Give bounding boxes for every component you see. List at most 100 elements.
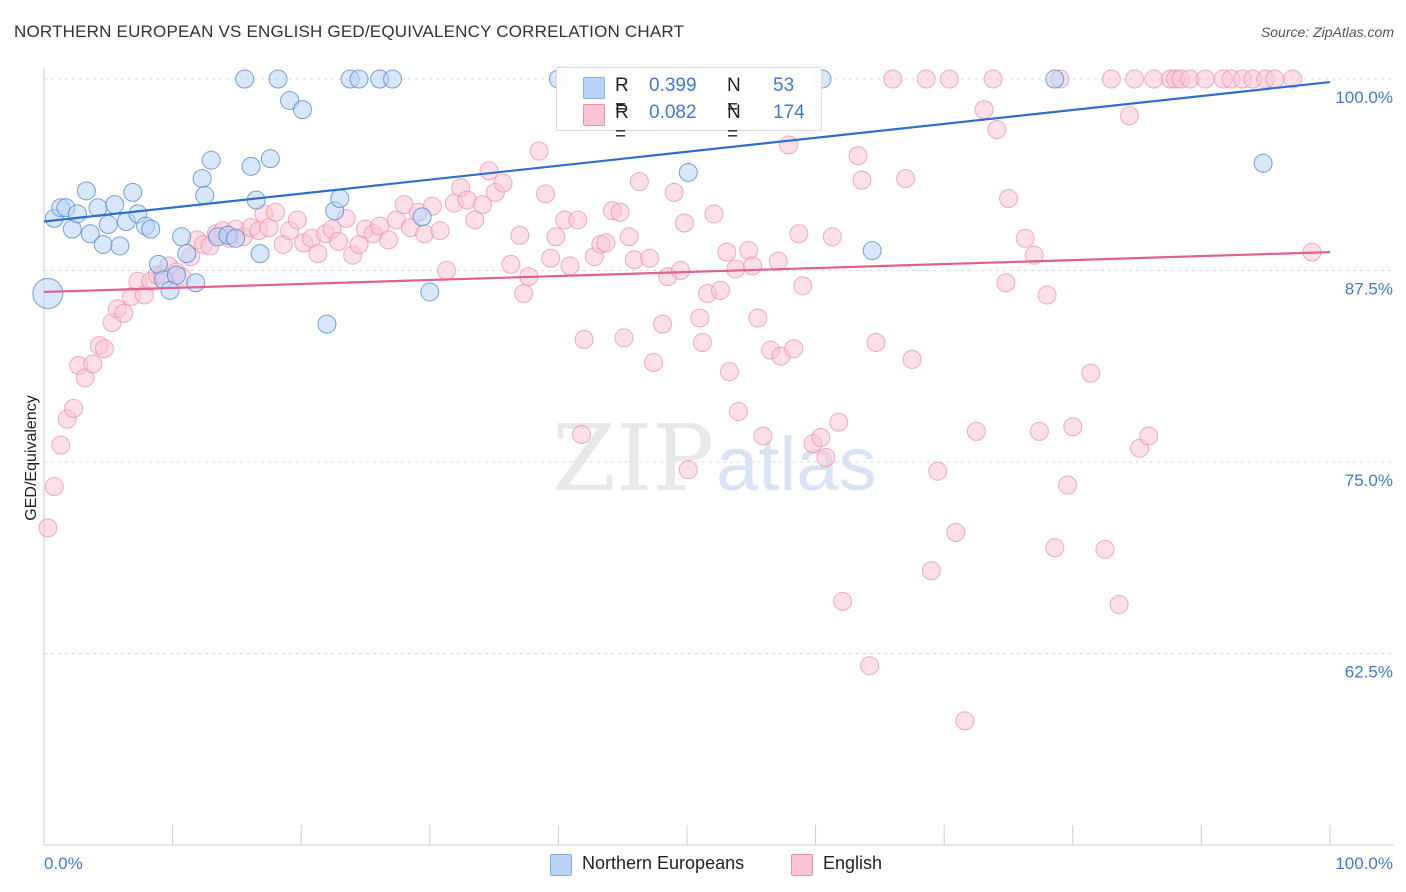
legend-n-label: N = (727, 102, 741, 145)
english-point (1125, 69, 1145, 89)
english-point (728, 401, 748, 421)
english-point (811, 427, 831, 447)
english-point (51, 435, 71, 455)
english-point (996, 273, 1016, 293)
northern-europeans-point (383, 69, 403, 89)
english-point (529, 141, 549, 161)
english-point (896, 169, 916, 189)
english-point (44, 477, 64, 497)
english-point (265, 202, 285, 222)
english-point (999, 188, 1018, 208)
english-point (64, 398, 84, 418)
english-point (653, 314, 673, 334)
english-point (572, 424, 592, 444)
english-point (493, 173, 513, 193)
legend-n-label: N = (727, 75, 741, 118)
english-point (852, 170, 872, 190)
legend-swatch-blue (550, 854, 572, 876)
english-point (415, 224, 435, 244)
english-point (678, 460, 698, 480)
english-point (94, 339, 114, 359)
english-point (674, 213, 694, 233)
english-point (640, 248, 660, 268)
axis-labels: 62.5% 75.0% 87.5% 100.0% 0.0% 100.0% GED/Equiv… (23, 88, 1393, 873)
y-tick-label: 87.5% (1345, 280, 1393, 299)
english-point (83, 354, 103, 374)
y-tick-label: 62.5% (1345, 663, 1393, 682)
english-point (955, 711, 975, 731)
northern-europeans-trend-line (43, 80, 1331, 223)
english-point (560, 256, 580, 276)
english-point (902, 349, 922, 369)
english-point (848, 146, 868, 166)
english-point (473, 195, 493, 215)
northern-europeans-point (260, 149, 280, 169)
english-point (1109, 594, 1129, 614)
english-point (1144, 69, 1164, 89)
english-point (114, 303, 134, 323)
english-point (541, 248, 561, 268)
english-point (822, 227, 842, 247)
y-tick-label: 75.0% (1345, 471, 1393, 490)
northern-europeans-point (420, 282, 440, 302)
northern-europeans-point (93, 234, 113, 254)
english-point (726, 259, 746, 279)
legend-swatch-pink (583, 104, 605, 126)
english-point (1063, 417, 1083, 437)
legend-n-value: 174 (773, 102, 805, 123)
legend-r-value: 0.082 (649, 102, 697, 123)
northern-europeans-point (678, 162, 698, 182)
northern-europeans-point (241, 156, 261, 176)
series-legend: Northern Europeans English (0, 852, 1406, 878)
english-point (370, 216, 390, 236)
english-point (328, 231, 348, 251)
legend-swatch-blue (583, 77, 605, 99)
english-point (437, 261, 457, 280)
northern-europeans-point (186, 273, 206, 293)
northern-europeans-point (195, 185, 215, 205)
english-point (743, 256, 763, 276)
northern-europeans-point (349, 69, 369, 89)
english-point (928, 461, 948, 481)
english-point (465, 210, 485, 230)
northern-europeans-point (862, 241, 882, 261)
northern-europeans-points (32, 69, 1273, 334)
english-point (983, 69, 1003, 89)
english-point (38, 518, 58, 538)
english-point (1015, 228, 1035, 248)
english-point (510, 225, 530, 245)
english-point (610, 202, 630, 222)
english-point (710, 280, 730, 300)
northern-europeans-point (1045, 69, 1065, 89)
english-point (629, 172, 649, 192)
northern-europeans-point (1253, 153, 1273, 173)
x-tick-label: 0.0% (44, 854, 83, 873)
legend-r-label: R = (615, 75, 629, 118)
english-point (704, 204, 724, 224)
legend-r-label: R = (615, 102, 629, 145)
english-point (1119, 106, 1139, 126)
english-point (717, 242, 737, 262)
northern-europeans-point (141, 219, 161, 239)
legend-r-value: 0.399 (649, 75, 697, 96)
northern-europeans-point (268, 69, 288, 89)
english-point (1095, 539, 1115, 559)
english-point (784, 339, 804, 359)
northern-europeans-point (292, 100, 312, 120)
english-point (671, 261, 691, 280)
english-point (1101, 69, 1121, 89)
english-point (1045, 538, 1065, 558)
english-point (379, 230, 399, 250)
legend-label: English (823, 853, 883, 873)
northern-europeans-point (123, 182, 143, 202)
english-point (987, 120, 1007, 140)
english-point (768, 251, 788, 271)
english-point (692, 333, 712, 353)
english-point (1195, 69, 1215, 89)
english-point (753, 426, 773, 446)
watermark-atlas: atlas (716, 422, 877, 507)
watermark: ZIP atlas (552, 405, 877, 512)
stats-legend: R = 0.399 N = 53 R = 0.082 N = 174 (556, 67, 822, 145)
trend-lines (43, 80, 1331, 294)
northern-europeans-point (166, 265, 186, 285)
